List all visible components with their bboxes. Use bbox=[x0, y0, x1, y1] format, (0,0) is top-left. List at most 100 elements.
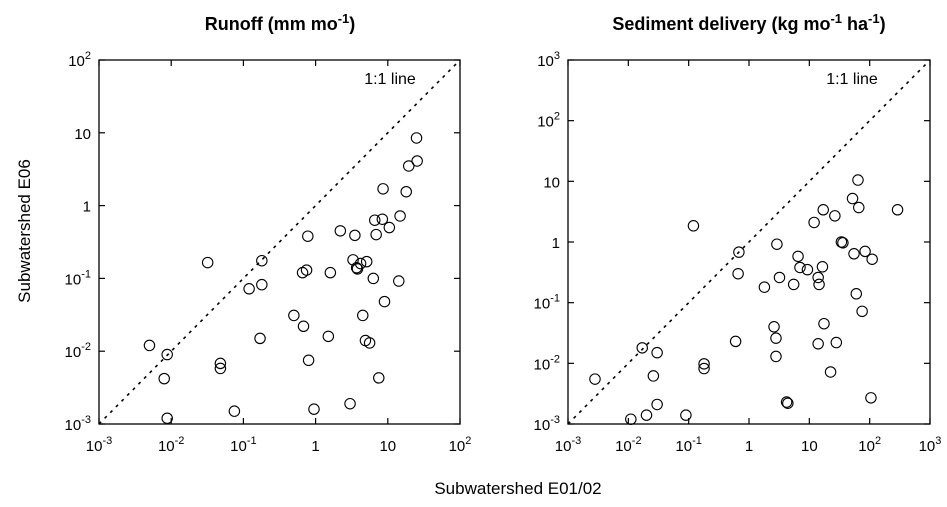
data-point bbox=[360, 255, 373, 268]
data-point bbox=[351, 263, 364, 275]
data-point bbox=[363, 337, 376, 349]
data-point bbox=[625, 413, 637, 425]
data-point bbox=[835, 236, 848, 248]
data-point bbox=[651, 398, 663, 411]
data-point bbox=[376, 213, 389, 225]
x-tick-label: 10-1 bbox=[230, 435, 256, 455]
x-tick-label: 10-3 bbox=[86, 435, 112, 455]
data-point bbox=[161, 412, 173, 424]
panel-title: Runoff (mm mo-1) bbox=[205, 11, 356, 34]
data-point bbox=[817, 204, 829, 216]
y-tick-label: 10-3 bbox=[65, 414, 91, 434]
data-point bbox=[698, 358, 710, 370]
data-point bbox=[640, 409, 653, 421]
x-tick-label: 10-2 bbox=[615, 435, 641, 455]
data-point bbox=[302, 354, 315, 367]
one-to-one-label: 1:1 line bbox=[826, 71, 878, 88]
data-point bbox=[792, 250, 804, 263]
one-to-one-line bbox=[98, 59, 461, 425]
data-point bbox=[636, 342, 648, 354]
data-point bbox=[830, 336, 843, 349]
data-point bbox=[837, 237, 849, 249]
data-point bbox=[865, 392, 877, 404]
data-point bbox=[350, 262, 363, 274]
x-tick-label: 102 bbox=[449, 435, 472, 455]
y-tick-label: 1 bbox=[83, 199, 91, 216]
data-point bbox=[808, 216, 820, 229]
data-point bbox=[324, 266, 337, 279]
y-tick-label: 10-2 bbox=[534, 353, 560, 373]
data-point bbox=[801, 263, 814, 276]
data-point bbox=[680, 409, 692, 421]
y-tick-label: 10-3 bbox=[534, 414, 560, 434]
data-point bbox=[201, 256, 214, 269]
sediment-panel: Sediment delivery (kg mo-1 ha-1) 1:1 line… bbox=[534, 11, 942, 455]
data-point bbox=[651, 346, 663, 359]
data-point bbox=[758, 281, 771, 293]
data-point bbox=[846, 192, 859, 205]
y-tick-label: 10-1 bbox=[65, 268, 91, 288]
data-point bbox=[411, 155, 423, 167]
x-tick-label: 1 bbox=[311, 438, 319, 455]
data-point bbox=[214, 357, 227, 370]
x-tick-label: 1 bbox=[745, 438, 753, 455]
data-point bbox=[852, 174, 864, 186]
data-point bbox=[829, 210, 841, 222]
one-to-one-line bbox=[567, 59, 931, 425]
data-point bbox=[859, 245, 871, 258]
data-point bbox=[256, 254, 268, 267]
data-point bbox=[377, 183, 389, 195]
data-point bbox=[818, 317, 830, 330]
data-point bbox=[856, 305, 868, 318]
data-point bbox=[782, 397, 794, 409]
data-point bbox=[770, 332, 782, 344]
data-point bbox=[369, 214, 381, 226]
y-tick-label: 102 bbox=[537, 111, 560, 131]
data-point bbox=[243, 283, 255, 295]
data-point bbox=[771, 238, 783, 250]
shared-x-axis-label: Subwatershed E01/02 bbox=[434, 479, 601, 498]
data-point bbox=[254, 332, 266, 345]
y-tick-label: 10 bbox=[74, 126, 91, 143]
data-point bbox=[410, 132, 423, 144]
data-point bbox=[698, 362, 710, 375]
y-tick-label: 102 bbox=[68, 50, 91, 70]
data-point bbox=[647, 370, 660, 382]
shared-y-axis-label: Subwatershed E06 bbox=[15, 159, 34, 303]
data-point bbox=[297, 320, 310, 333]
y-tick-label: 10-2 bbox=[65, 341, 91, 361]
data-point bbox=[288, 309, 300, 322]
data-point bbox=[344, 397, 356, 410]
y-tick-label: 10 bbox=[543, 174, 560, 191]
x-tick-label: 10-3 bbox=[555, 435, 581, 455]
data-point bbox=[322, 330, 335, 343]
data-point bbox=[334, 225, 347, 237]
x-tick-label: 10-1 bbox=[675, 435, 701, 455]
panel-title: Sediment delivery (kg mo-1 ha-1) bbox=[612, 11, 885, 34]
x-tick-label: 10-2 bbox=[158, 435, 184, 455]
runoff-panel: Runoff (mm mo-1) 1:1 line 10-3 10-2 10-1 1 10 1… bbox=[65, 11, 472, 455]
data-point bbox=[816, 261, 829, 273]
data-point bbox=[733, 246, 745, 258]
data-point bbox=[812, 338, 824, 350]
data-point bbox=[687, 220, 700, 232]
data-point bbox=[812, 271, 824, 284]
data-point bbox=[354, 257, 367, 270]
x-tick-label: 10 bbox=[379, 438, 396, 455]
data-point bbox=[158, 372, 170, 385]
data-point bbox=[308, 403, 320, 415]
data-point bbox=[302, 230, 314, 242]
x-tick-label: 10 bbox=[801, 438, 818, 455]
data-point bbox=[393, 275, 405, 287]
data-point bbox=[347, 254, 359, 266]
data-point bbox=[589, 373, 601, 385]
data-point bbox=[729, 335, 742, 348]
data-point bbox=[357, 309, 369, 322]
data-point bbox=[256, 278, 268, 291]
data-point bbox=[394, 210, 406, 222]
data-point bbox=[161, 348, 173, 361]
data-point bbox=[770, 350, 782, 363]
x-tick-label: 103 bbox=[919, 435, 942, 455]
data-point bbox=[850, 288, 863, 300]
